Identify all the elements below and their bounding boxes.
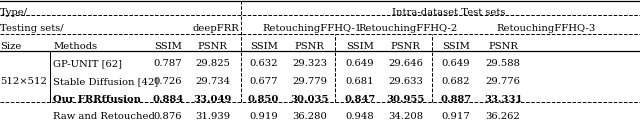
Text: deepFRR: deepFRR [192, 24, 239, 33]
Text: 512×512: 512×512 [0, 77, 47, 86]
Text: 0.917: 0.917 [442, 112, 470, 121]
Text: 29.323: 29.323 [292, 60, 327, 68]
Text: 0.681: 0.681 [346, 77, 374, 86]
Text: 34.208: 34.208 [388, 112, 423, 121]
Text: 29.734: 29.734 [195, 77, 230, 86]
Text: 0.632: 0.632 [250, 60, 278, 68]
Text: 0.847: 0.847 [344, 95, 375, 104]
Text: 36.280: 36.280 [292, 112, 327, 121]
Text: SSIM: SSIM [250, 42, 278, 51]
Text: 29.779: 29.779 [292, 77, 327, 86]
Text: 29.588: 29.588 [486, 60, 520, 68]
Text: 29.825: 29.825 [195, 60, 230, 68]
Text: 0.884: 0.884 [152, 95, 183, 104]
Text: 0.948: 0.948 [346, 112, 374, 121]
Text: 0.677: 0.677 [250, 77, 278, 86]
Text: 29.633: 29.633 [388, 77, 423, 86]
Text: PSNR: PSNR [198, 42, 227, 51]
Text: 36.262: 36.262 [486, 112, 520, 121]
Text: SSIM: SSIM [154, 42, 182, 51]
Text: RetouchingFFHQ-3: RetouchingFFHQ-3 [497, 24, 596, 33]
Text: 0.649: 0.649 [346, 60, 374, 68]
Text: 30.035: 30.035 [291, 95, 329, 104]
Text: RetouchingFFHQ-2: RetouchingFFHQ-2 [358, 24, 458, 33]
Text: SSIM: SSIM [442, 42, 470, 51]
Text: Type/: Type/ [0, 8, 28, 17]
Text: PSNR: PSNR [488, 42, 518, 51]
Text: Raw and Retouched: Raw and Retouched [53, 112, 155, 121]
Text: Methods: Methods [53, 42, 97, 51]
Text: 29.776: 29.776 [486, 77, 520, 86]
Text: Our FRRffusion: Our FRRffusion [53, 95, 141, 104]
Text: Testing sets/: Testing sets/ [0, 24, 63, 33]
Text: SSIM: SSIM [346, 42, 374, 51]
Text: PSNR: PSNR [295, 42, 324, 51]
Text: Size: Size [0, 42, 21, 51]
Text: PSNR: PSNR [391, 42, 420, 51]
Text: GP-UNIT [62]: GP-UNIT [62] [53, 60, 122, 68]
Text: 31.939: 31.939 [195, 112, 230, 121]
Text: 30.955: 30.955 [387, 95, 425, 104]
Text: 0.726: 0.726 [154, 77, 182, 86]
Text: 33.331: 33.331 [484, 95, 522, 104]
Text: Stable Diffusion [42]: Stable Diffusion [42] [53, 77, 158, 86]
Text: 0.850: 0.850 [248, 95, 280, 104]
Text: 0.787: 0.787 [154, 60, 182, 68]
Text: RetouchingFFHQ-1: RetouchingFFHQ-1 [262, 24, 362, 33]
Text: 0.887: 0.887 [440, 95, 471, 104]
Text: 0.876: 0.876 [154, 112, 182, 121]
Text: 0.919: 0.919 [250, 112, 278, 121]
Text: Intra-dataset Test sets: Intra-dataset Test sets [392, 8, 506, 17]
Text: 29.646: 29.646 [388, 60, 423, 68]
Text: 0.682: 0.682 [442, 77, 470, 86]
Text: 0.649: 0.649 [442, 60, 470, 68]
Text: 33.049: 33.049 [193, 95, 232, 104]
